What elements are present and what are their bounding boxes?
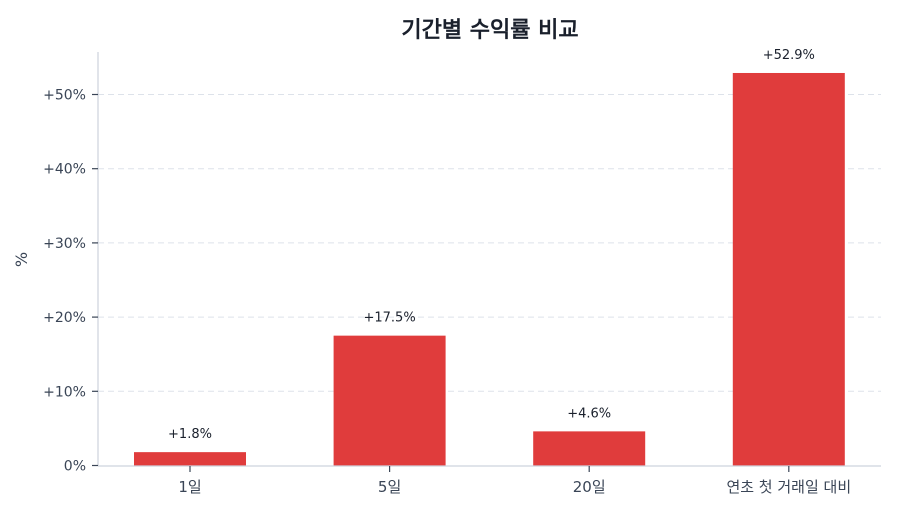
bar-value-label: +1.8% [168,427,212,442]
bar-value-label: +17.5% [363,311,415,326]
bar [533,431,646,466]
y-tick-label: +10% [43,384,86,400]
bars: +1.8% +17.5% +4.6% +52.9% [134,48,845,466]
y-tick-label: +40% [43,162,86,178]
y-tick-label: 0% [64,459,86,475]
x-tick-label: 20일 [573,478,606,496]
x-axis-ticks: 1일 5일 20일 연초 첫 거래일 대비 [178,466,851,496]
y-tick-label: +30% [43,236,86,252]
bar [333,335,446,466]
bar-value-label: +4.6% [567,406,611,421]
y-tick-label: +20% [43,310,86,326]
x-tick-label: 5일 [378,478,401,496]
x-tick-label: 1일 [178,478,201,496]
y-axis-ticks: 0% +10% +20% +30% +40% +50% [43,88,98,475]
bar-value-label: +52.9% [763,48,815,63]
y-tick-label: +50% [43,88,86,104]
x-tick-label: 연초 첫 거래일 대비 [726,478,851,496]
bar [134,452,246,466]
bar [732,72,845,466]
chart-title: 기간별 수익률 비교 [401,18,579,43]
